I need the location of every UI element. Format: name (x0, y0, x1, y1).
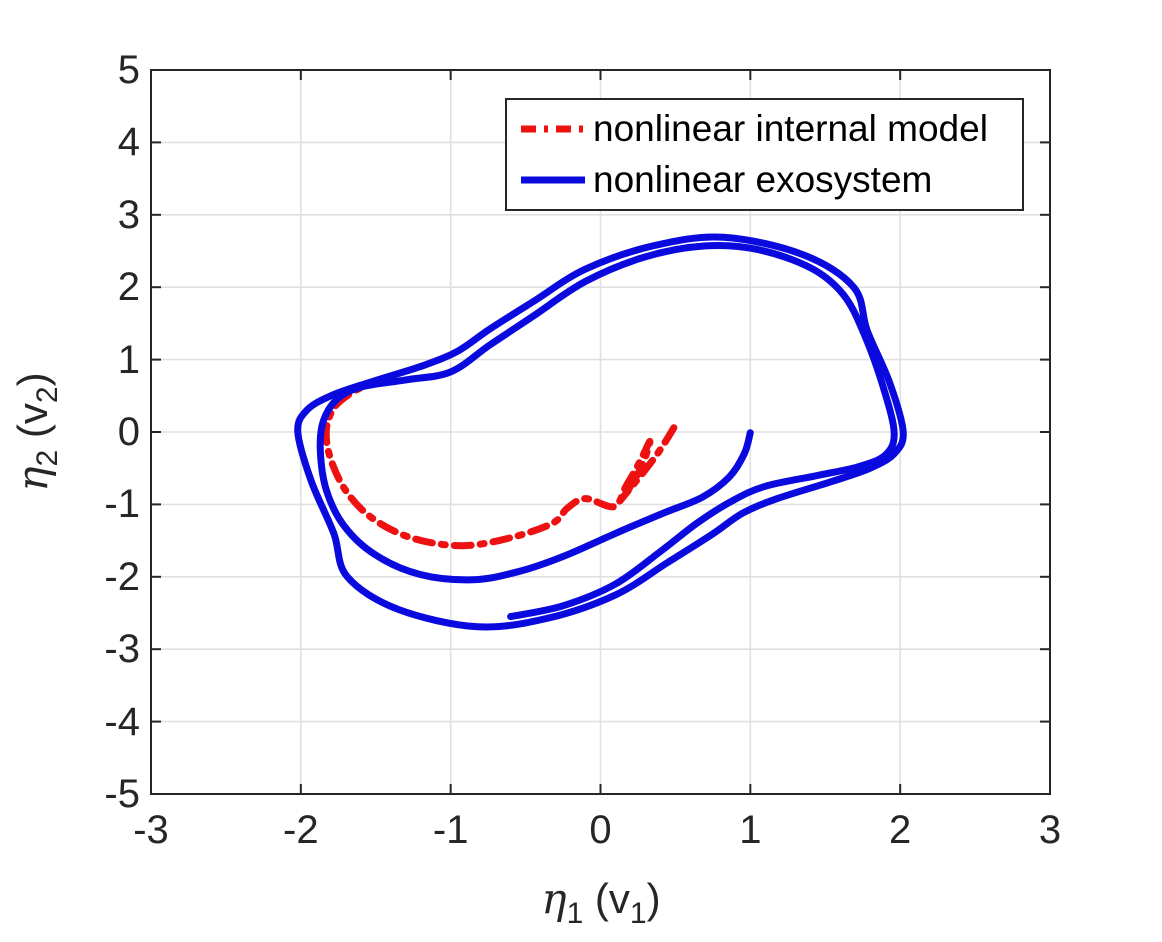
y-tick-label: -1 (104, 482, 140, 527)
y-tick-label: -3 (104, 627, 140, 672)
x-tick-label: -1 (432, 808, 469, 852)
legend-entry-exosystem: nonlinear exosystem (519, 155, 1022, 205)
legend-label-internal-model: nonlinear internal model (593, 107, 988, 149)
series-curve-0 (322, 380, 678, 550)
y-tick-label: 1 (117, 337, 140, 382)
series-curve-1 (316, 241, 898, 621)
y-tick-label: -4 (104, 699, 140, 744)
legend: nonlinear internal model nonlinear exosy… (505, 98, 1024, 211)
x-axis-label: η1 (v1) (541, 874, 661, 930)
y-tick-label: -2 (104, 554, 140, 599)
x-tick-label: 0 (589, 808, 612, 852)
x-tick-label: 1 (739, 808, 762, 852)
x-tick-label: -2 (283, 808, 319, 852)
dash-dot-line-sample-icon (521, 125, 585, 133)
legend-entry-internal-model: nonlinear internal model (519, 104, 1022, 154)
legend-label-exosystem: nonlinear exosystem (593, 159, 933, 201)
x-tick-label: -3 (133, 808, 169, 852)
y-tick-label: 3 (117, 192, 140, 237)
x-axis-symbol: η (541, 874, 567, 923)
y-tick-label: 0 (117, 410, 140, 454)
y-tick-label: 2 (117, 265, 140, 310)
y-tick-label: 5 (117, 48, 140, 92)
y-tick-label: 4 (117, 120, 140, 165)
x-tick-label: 2 (889, 808, 912, 852)
series-curve-2 (294, 233, 907, 631)
solid-line-sample-icon (521, 176, 585, 184)
y-tick-label: -5 (104, 772, 140, 816)
x-tick-label: 3 (1038, 808, 1062, 852)
